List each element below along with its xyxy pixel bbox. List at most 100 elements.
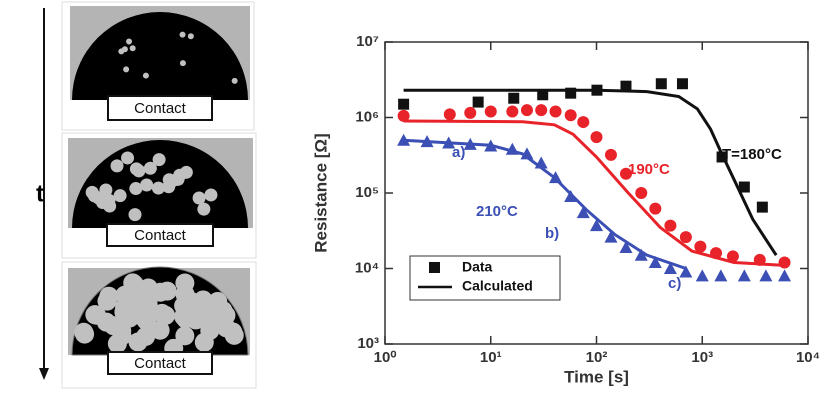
- data-point: [714, 269, 728, 282]
- data-point: [778, 269, 792, 282]
- grain: [121, 151, 135, 165]
- grain: [142, 72, 149, 79]
- data-point: [619, 167, 632, 180]
- grain: [151, 181, 165, 195]
- grain: [117, 304, 137, 324]
- grain: [181, 291, 201, 311]
- data-point: [778, 256, 791, 269]
- grain: [110, 159, 124, 173]
- x-tick-label: 10⁰: [374, 349, 397, 366]
- data-point: [484, 139, 498, 152]
- data-point: [604, 148, 617, 161]
- grain: [103, 199, 117, 213]
- grain: [99, 183, 113, 197]
- data-point: [534, 156, 548, 169]
- data-point: [520, 147, 534, 160]
- grain: [118, 48, 125, 55]
- data-point: [549, 171, 563, 184]
- data-point: [472, 96, 484, 108]
- data-point: [710, 247, 723, 260]
- data-point: [655, 78, 667, 90]
- grain: [179, 165, 193, 179]
- x-tick-label: 10³: [691, 349, 713, 366]
- grain: [187, 33, 194, 40]
- y-tick-label: 10⁵: [355, 184, 379, 201]
- x-tick-label: 10¹: [480, 349, 502, 366]
- grain: [99, 286, 119, 306]
- data-point: [508, 92, 520, 104]
- grain: [136, 327, 156, 347]
- grain: [125, 289, 145, 309]
- grain: [112, 326, 132, 346]
- grain: [192, 191, 206, 205]
- arrow-head: [39, 368, 49, 380]
- grain: [179, 31, 186, 38]
- data-point: [694, 240, 707, 253]
- grain: [74, 322, 94, 342]
- grain: [126, 38, 133, 45]
- data-point: [695, 269, 709, 282]
- grain: [129, 182, 143, 196]
- data-point: [679, 231, 692, 244]
- contact-box: [107, 351, 213, 375]
- data-point: [463, 137, 477, 150]
- y-axis-label: Resistance [Ω]: [311, 133, 330, 252]
- data-point: [397, 133, 411, 146]
- contact-label: Contact: [134, 100, 187, 117]
- grain: [140, 178, 154, 192]
- particle: [72, 12, 248, 100]
- grain: [197, 202, 211, 216]
- data-point: [577, 116, 590, 129]
- grain: [194, 332, 214, 352]
- data-point: [591, 84, 603, 96]
- data-point: [759, 269, 773, 282]
- legend-label: Data: [462, 259, 493, 275]
- data-point: [676, 78, 688, 90]
- fit-line: [403, 88, 778, 257]
- data-point: [634, 248, 648, 261]
- annotation: T=180°C: [722, 146, 782, 163]
- data-point: [679, 265, 693, 278]
- grain: [123, 66, 130, 73]
- diagram: t Contact Contact Contact: [36, 1, 257, 389]
- data-point: [635, 187, 648, 199]
- x-axis-label: Time [s]: [564, 367, 629, 386]
- data-point: [520, 104, 533, 117]
- data-point: [753, 253, 766, 266]
- legend-label: Calculated: [462, 278, 533, 294]
- data-point: [442, 136, 456, 149]
- grain: [199, 296, 219, 316]
- data-point: [397, 109, 410, 122]
- data-point: [564, 189, 578, 202]
- grain: [156, 305, 176, 325]
- arrow-label: t: [36, 180, 44, 207]
- data-point: [664, 219, 677, 232]
- grain: [113, 189, 127, 203]
- grain: [124, 274, 144, 294]
- data-point: [756, 201, 768, 213]
- contact-box: [107, 95, 213, 121]
- data-point: [619, 240, 633, 253]
- data-point: [549, 105, 562, 118]
- data-point: [716, 151, 728, 163]
- contact-box: [106, 223, 214, 247]
- grain: [136, 310, 156, 330]
- data-point: [398, 98, 410, 110]
- grains: [74, 31, 244, 358]
- annotation: c): [668, 275, 681, 292]
- data-point: [604, 230, 618, 243]
- data-point: [576, 206, 590, 219]
- fit-line: [403, 138, 687, 270]
- grain: [132, 164, 146, 178]
- data-point: [620, 80, 632, 92]
- y-tick-label: 10⁴: [355, 259, 379, 276]
- data-point: [443, 108, 456, 121]
- data-point: [420, 135, 434, 148]
- data-point: [464, 106, 477, 119]
- data-point: [484, 105, 497, 118]
- data-point: [648, 256, 662, 269]
- legend-marker: [429, 262, 440, 273]
- grain: [150, 320, 170, 340]
- chart: 10⁰ 10¹ 10² 10³ 10⁴ 10³ 10⁴ 10⁵ 10⁶ 10⁷ Time [s] Re…: [311, 33, 820, 387]
- grain: [143, 161, 157, 175]
